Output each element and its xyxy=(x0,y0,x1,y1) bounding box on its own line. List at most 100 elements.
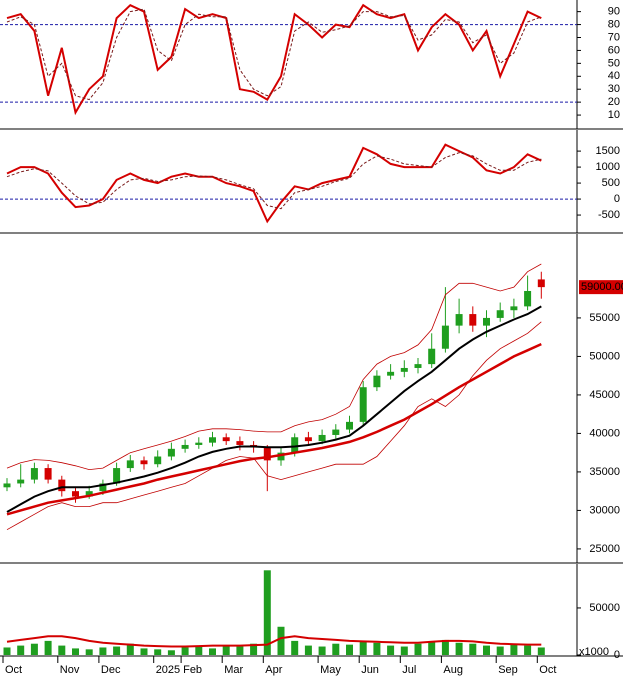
volume-bar xyxy=(455,642,463,655)
candle-body xyxy=(222,437,230,442)
y-tick-label: 10 xyxy=(608,109,620,121)
y-tick-label: 35000 xyxy=(589,466,620,478)
candle-body xyxy=(346,421,353,430)
volume-bar xyxy=(222,645,230,655)
candle-body xyxy=(30,468,38,480)
volume-bar xyxy=(496,646,504,655)
candle-body xyxy=(524,290,532,307)
y-tick-label: 40 xyxy=(608,70,620,82)
indicator-line xyxy=(6,305,542,513)
y-tick-label: 50000 xyxy=(589,602,620,614)
y-tick-label: 25000 xyxy=(589,543,620,555)
y-tick-label: 500 xyxy=(602,177,620,189)
indicator-line xyxy=(6,321,542,531)
volume-bar xyxy=(400,646,408,655)
volume-bar xyxy=(469,643,477,655)
last-price-label: 59000.00 xyxy=(581,281,623,293)
volume-bar xyxy=(510,643,518,655)
y-tick-label: 40000 xyxy=(589,427,620,439)
x-tick-label: Jun xyxy=(361,664,379,676)
candle-body xyxy=(483,317,490,326)
candle-body xyxy=(181,444,189,449)
y-tick-label: 90 xyxy=(608,6,620,18)
volume-bar xyxy=(140,648,148,655)
volume-bar xyxy=(85,649,93,655)
volume-bar xyxy=(277,626,285,655)
x-tick-label: 2025 xyxy=(156,664,180,676)
candle-body xyxy=(154,456,162,465)
volume-bar xyxy=(483,645,490,655)
volume-bar xyxy=(209,648,216,655)
y-tick-label: 1000 xyxy=(596,161,620,173)
candle-body xyxy=(400,367,408,372)
candle-body xyxy=(469,314,477,326)
volume-bar xyxy=(346,644,353,655)
indicator-line xyxy=(6,152,542,210)
candle-body xyxy=(414,364,422,368)
volume-bar xyxy=(167,650,175,655)
indicator-line xyxy=(6,143,542,224)
candle-body xyxy=(263,447,271,461)
volume-bar xyxy=(537,647,545,655)
candle-body xyxy=(277,452,285,461)
y-tick-label: 50000 xyxy=(589,350,620,362)
candle-body xyxy=(304,437,312,442)
volume-bar xyxy=(524,645,532,655)
volume-bar xyxy=(72,648,79,655)
candle-body xyxy=(17,479,25,484)
volume-bar xyxy=(44,640,52,655)
indicator-line xyxy=(6,3,542,116)
x-tick-label: Aug xyxy=(443,664,463,676)
volume-bar xyxy=(263,570,271,655)
candle-body xyxy=(85,491,93,497)
volume-bar xyxy=(318,646,326,655)
volume-bar xyxy=(304,645,312,655)
candle-body xyxy=(126,460,134,469)
indicator-line xyxy=(6,263,542,471)
volume-bar xyxy=(250,643,258,655)
candle-body xyxy=(332,429,340,435)
candle-body xyxy=(441,325,449,349)
x-tick-label: Sep xyxy=(498,664,518,676)
candle-body xyxy=(3,483,11,488)
volume-bar xyxy=(154,649,162,655)
volume-bar xyxy=(181,647,189,655)
x-tick-label: Oct xyxy=(539,664,556,676)
volume-bar xyxy=(236,646,244,655)
candle-body xyxy=(72,491,79,497)
x-tick-label: Oct xyxy=(5,664,22,676)
candle-body xyxy=(455,314,463,326)
x-tick-label: Mar xyxy=(224,664,243,676)
volume-bar xyxy=(17,645,25,655)
x-tick-label: Dec xyxy=(101,664,121,676)
volume-bar xyxy=(113,646,121,655)
indicator-line xyxy=(6,8,542,101)
volume-bar xyxy=(195,646,203,655)
candle-body xyxy=(99,483,107,492)
candle-body xyxy=(496,310,504,318)
last-price-box xyxy=(579,280,623,295)
candle-body xyxy=(359,387,367,422)
volume-bar xyxy=(428,641,436,655)
y-tick-label: 1500 xyxy=(596,145,620,157)
y-tick-label: 70 xyxy=(608,31,620,43)
candle-body xyxy=(236,441,244,445)
candle-body xyxy=(195,442,203,445)
candle-body xyxy=(44,468,52,480)
candle-body xyxy=(373,375,381,388)
y-tick-label: 20 xyxy=(608,96,620,108)
volume-bar xyxy=(414,643,422,655)
candle-body xyxy=(140,460,148,465)
candle-body xyxy=(387,371,395,376)
candle-body xyxy=(209,437,216,443)
volume-bar xyxy=(373,642,381,655)
volume-bar xyxy=(126,643,134,655)
candle-body xyxy=(291,437,299,453)
volume-bar xyxy=(3,647,11,655)
volume-bar xyxy=(332,643,340,655)
volume-bar xyxy=(58,645,66,655)
volume-bar xyxy=(387,645,395,655)
x-tick-label: Nov xyxy=(60,664,80,676)
